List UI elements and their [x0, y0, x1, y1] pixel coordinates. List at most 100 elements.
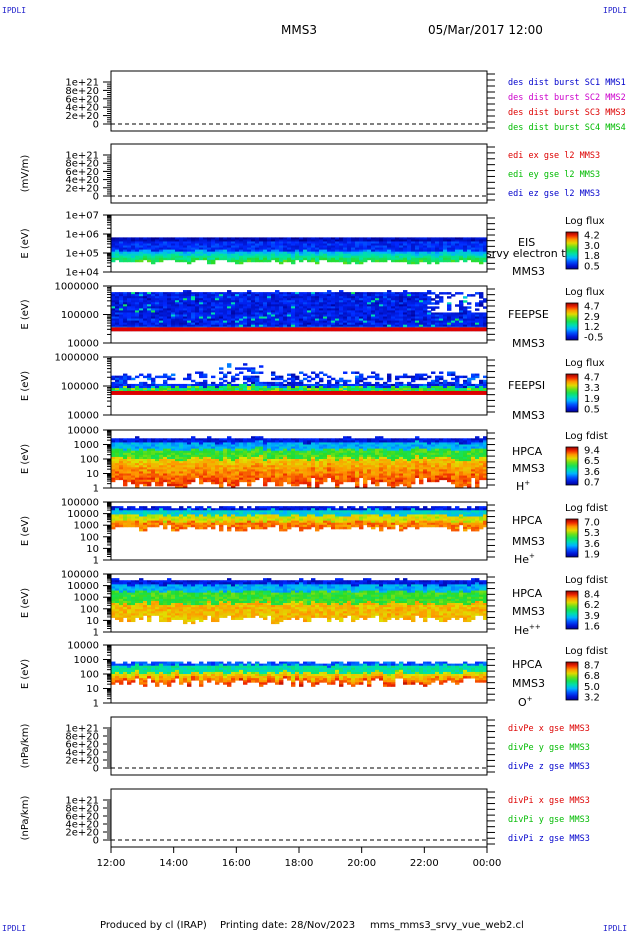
- heatmap-cell: [327, 388, 332, 391]
- heatmap-cell: [415, 310, 420, 313]
- heatmap-cell: [223, 243, 228, 246]
- heatmap-cell: [287, 243, 292, 246]
- heatmap-cell: [375, 373, 380, 377]
- heatmap-cell: [319, 306, 324, 309]
- heatmap-cell: [331, 386, 336, 389]
- heatmap-cell: [303, 479, 308, 483]
- heatmap-cell: [111, 255, 116, 259]
- heatmap-cell: [415, 298, 420, 301]
- heatmap-cell: [147, 461, 152, 464]
- heatmap-cell: [123, 473, 128, 476]
- heatmap-cell: [207, 241, 212, 244]
- heatmap-cell: [211, 471, 216, 474]
- heatmap-cell: [323, 467, 328, 470]
- heatmap-cell: [135, 469, 140, 472]
- heatmap-cell: [235, 456, 240, 460]
- heatmap-cell: [215, 459, 220, 462]
- heatmap-cell: [191, 237, 196, 240]
- heatmap-cell: [199, 444, 204, 447]
- heatmap-cell: [171, 442, 176, 445]
- heatmap-cell: [427, 245, 432, 248]
- heatmap-cell: [343, 312, 348, 315]
- heatmap-cell: [291, 388, 296, 391]
- heatmap-cell: [315, 241, 320, 244]
- heatmap-cell: [411, 324, 416, 328]
- heatmap-cell: [179, 251, 184, 255]
- heatmap-cell: [415, 251, 420, 255]
- heatmap-cell: [275, 255, 280, 259]
- heatmap-cell: [347, 312, 352, 315]
- heatmap-cell: [115, 456, 120, 460]
- heatmap-cell: [211, 312, 216, 315]
- heatmap-cell: [159, 442, 164, 445]
- heatmap-cell: [303, 456, 308, 460]
- heatmap-cell: [227, 463, 232, 466]
- heatmap-cell: [415, 302, 420, 305]
- heatmap-cell: [163, 306, 168, 309]
- heatmap-cell: [223, 294, 228, 297]
- heatmap-cell: [123, 386, 128, 389]
- heatmap-cell: [459, 383, 464, 387]
- heatmap-cell: [295, 446, 300, 450]
- heatmap-cell: [483, 312, 488, 315]
- heatmap-cell: [207, 465, 212, 468]
- heatmap-cell: [219, 386, 224, 389]
- heatmap-cell: [295, 304, 300, 307]
- heatmap-cell: [231, 438, 236, 441]
- heatmap-cell: [199, 452, 204, 456]
- heatmap-cell: [243, 296, 248, 299]
- heatmap-cell: [151, 312, 156, 315]
- heatmap-cell: [483, 247, 488, 251]
- heatmap-cell: [239, 318, 244, 322]
- heatmap-cell: [163, 320, 168, 324]
- heatmap-cell: [211, 316, 216, 319]
- heatmap-cell: [207, 446, 212, 450]
- heatmap-cell: [371, 296, 376, 299]
- heatmap-cell: [215, 251, 220, 255]
- heatmap-cell: [407, 259, 412, 263]
- heatmap-cell: [195, 251, 200, 255]
- heatmap-cell: [455, 318, 460, 322]
- heatmap-cell: [155, 322, 160, 326]
- heatmap-cell: [111, 377, 116, 381]
- heatmap-cell: [339, 450, 344, 454]
- heatmap-cell: [391, 259, 396, 263]
- heatmap-cell: [163, 310, 168, 313]
- heatmap-cell: [379, 245, 384, 248]
- heatmap-cell: [203, 245, 208, 248]
- heatmap-cell: [179, 471, 184, 474]
- heatmap-cell: [139, 316, 144, 319]
- heatmap-cell: [215, 444, 220, 447]
- heatmap-cell: [431, 239, 436, 242]
- heatmap-cell: [303, 463, 308, 466]
- heatmap-cell: [283, 444, 288, 447]
- heatmap-cell: [111, 259, 116, 263]
- heatmap-cell: [295, 381, 300, 385]
- heatmap-cell: [231, 440, 236, 443]
- heatmap-cell: [151, 294, 156, 297]
- heatmap-cell: [363, 257, 368, 261]
- heatmap-cell: [307, 473, 312, 476]
- heatmap-cell: [119, 446, 124, 450]
- heatmap-cell: [283, 459, 288, 462]
- heatmap-cell: [271, 302, 276, 305]
- heatmap-cell: [463, 306, 468, 309]
- heatmap-cell: [211, 255, 216, 259]
- heatmap-cell: [475, 308, 480, 311]
- heatmap-cell: [387, 251, 392, 255]
- heatmap-cell: [343, 322, 348, 326]
- heatmap-cell: [155, 473, 160, 476]
- heatmap-cell: [171, 461, 176, 464]
- heatmap-cell: [183, 296, 188, 299]
- heatmap-cell: [271, 473, 276, 476]
- heatmap-cell: [207, 304, 212, 307]
- heatmap-cell: [159, 316, 164, 319]
- heatmap-cell: [303, 459, 308, 462]
- heatmap-cell: [483, 259, 488, 263]
- heatmap-cell: [451, 294, 456, 297]
- heatmap-cell: [227, 454, 232, 458]
- heatmap-cell: [427, 306, 432, 309]
- heatmap-cell: [219, 483, 224, 487]
- heatmap-cell: [391, 239, 396, 242]
- heatmap-cell: [431, 292, 436, 295]
